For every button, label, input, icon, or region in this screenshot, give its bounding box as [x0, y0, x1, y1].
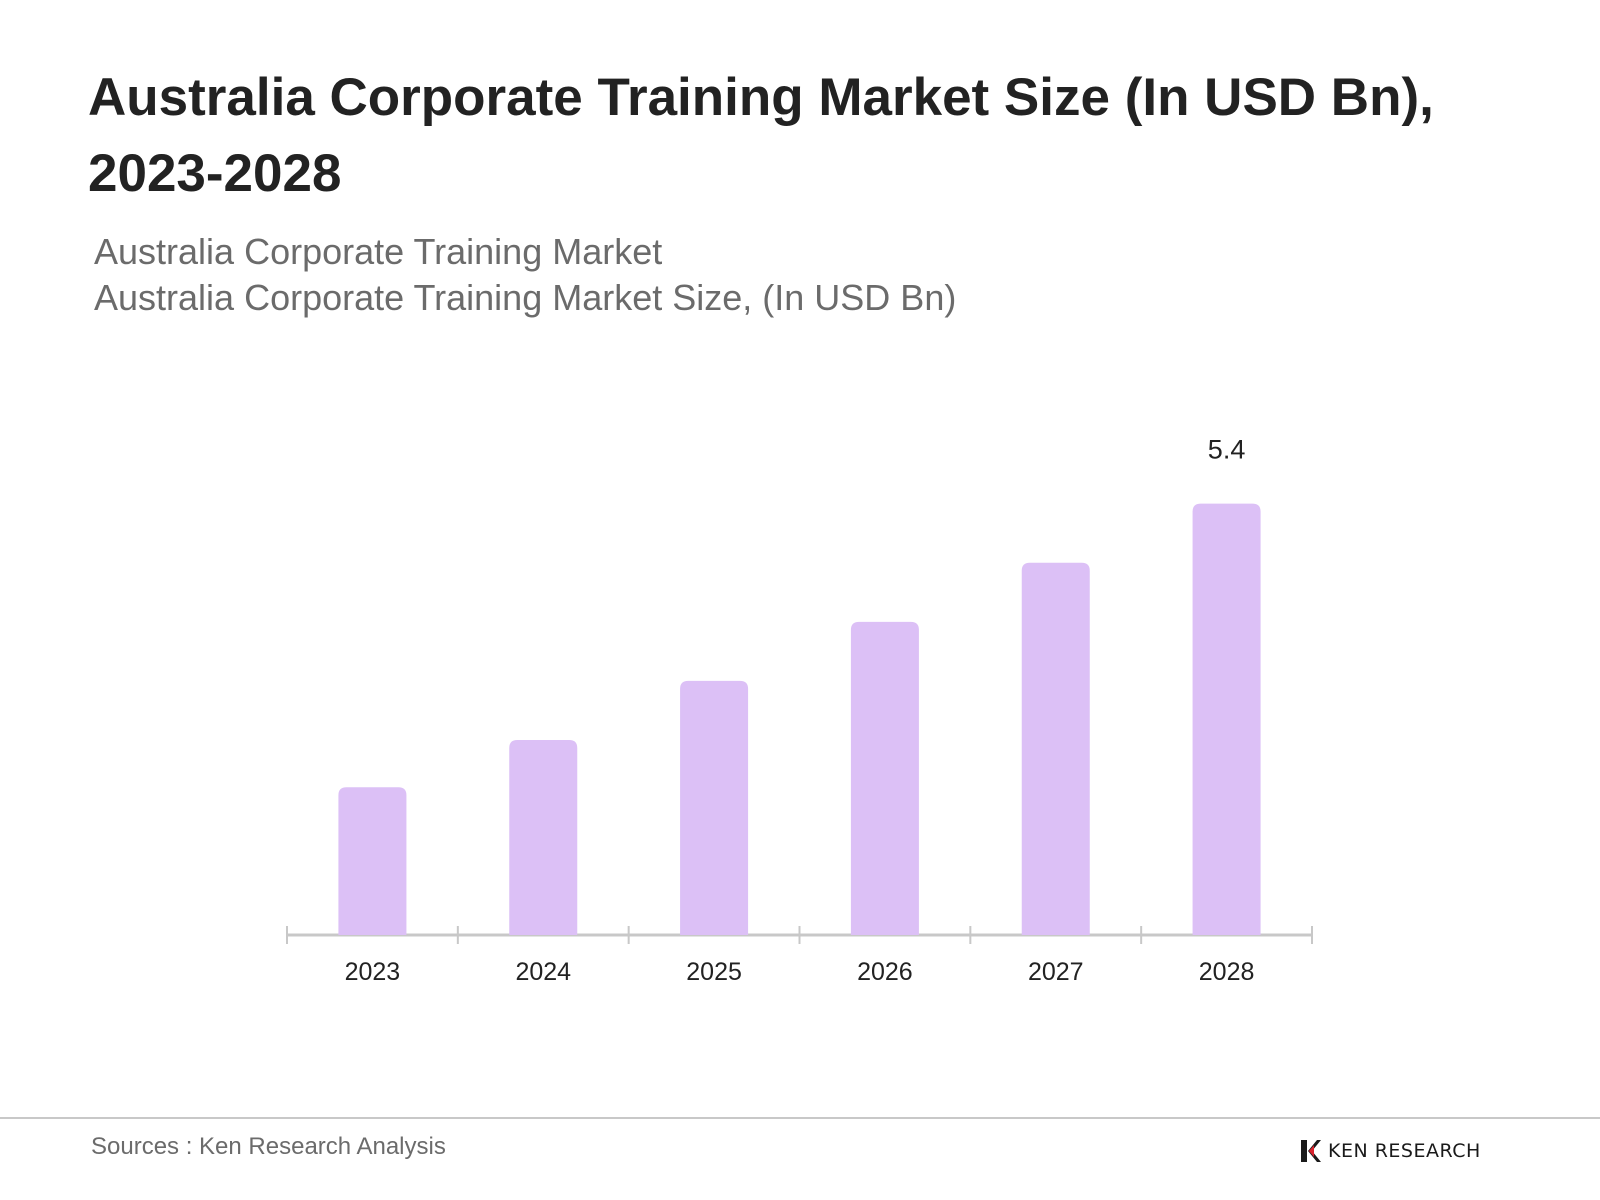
bar-2026: [850, 621, 919, 935]
ken-research-logo-icon: [1301, 1140, 1321, 1162]
bar-2027: [1021, 562, 1090, 935]
data-label: 5.4: [1208, 435, 1246, 465]
bar-2024: [509, 740, 578, 935]
chart-subtitle-market: Australia Corporate Training Market: [94, 231, 663, 272]
x-tick-label: 2025: [686, 958, 742, 986]
x-tick-label: 2028: [1199, 958, 1255, 986]
x-tick-label: 2024: [515, 958, 571, 986]
x-tick-label: 2026: [857, 958, 913, 986]
footer-divider: [0, 1117, 1600, 1119]
chart-title: Australia Corporate Training Market Size…: [88, 68, 1434, 203]
x-tick-label: 2027: [1028, 958, 1084, 986]
bar-2025: [680, 680, 749, 935]
logo-text: KEN RESEARCH: [1328, 1140, 1481, 1162]
x-tick-label: 2023: [345, 958, 401, 986]
source-note: Sources : Ken Research Analysis: [91, 1133, 446, 1160]
bar-2023: [338, 787, 407, 935]
bar-2028: [1192, 503, 1261, 935]
bar-chart: 2023 2024 2025 2026 2027 2028 5.4: [286, 435, 1313, 986]
brand-logo: KEN RESEARCH: [1298, 1137, 1481, 1165]
chart-subtitle-metric: Australia Corporate Training Market Size…: [94, 277, 957, 318]
